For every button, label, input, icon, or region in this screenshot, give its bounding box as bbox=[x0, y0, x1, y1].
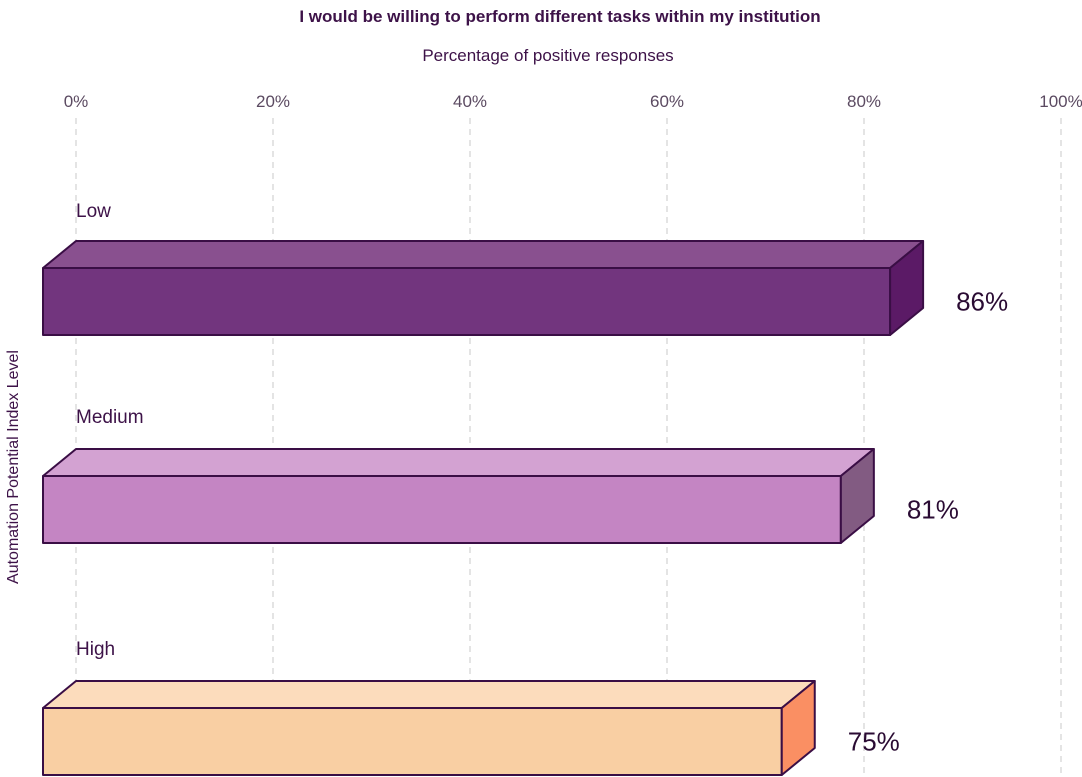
bar bbox=[42, 475, 842, 544]
bars: Low 86% Medium 81% High 75% bbox=[42, 201, 1008, 776]
category-label: Medium bbox=[76, 407, 144, 428]
x-tick-label: 100% bbox=[1039, 92, 1082, 111]
bar-side-face bbox=[839, 448, 875, 544]
bar-top-face bbox=[42, 448, 875, 477]
category-label: Low bbox=[76, 201, 111, 222]
bar-top-face bbox=[42, 680, 816, 709]
chart-title: I would be willing to perform different … bbox=[299, 7, 820, 26]
y-axis-label: Automation Potential Index Level bbox=[5, 350, 22, 584]
bar-side-face bbox=[889, 240, 925, 336]
x-tick-label: 40% bbox=[453, 92, 487, 111]
category-label: High bbox=[76, 639, 115, 660]
value-label: 86% bbox=[956, 287, 1008, 317]
x-tick-label: 60% bbox=[650, 92, 684, 111]
x-tick-label: 20% bbox=[256, 92, 290, 111]
value-label: 75% bbox=[848, 727, 900, 757]
x-tick-labels: 0% 20% 40% 60% 80% 100% bbox=[64, 92, 1082, 111]
bar-group: Medium 81% bbox=[42, 407, 959, 544]
bar bbox=[42, 267, 892, 336]
bar-side-face bbox=[780, 680, 816, 776]
grid-lines bbox=[75, 118, 1062, 777]
bar bbox=[42, 707, 783, 776]
bar-group: Low 86% bbox=[42, 201, 1008, 336]
chart-subtitle: Percentage of positive responses bbox=[422, 46, 673, 65]
bar-group: High 75% bbox=[42, 639, 900, 776]
x-tick-label: 0% bbox=[64, 92, 89, 111]
x-tick-label: 80% bbox=[847, 92, 881, 111]
value-label: 81% bbox=[907, 495, 959, 525]
bar-top-face bbox=[42, 240, 925, 269]
